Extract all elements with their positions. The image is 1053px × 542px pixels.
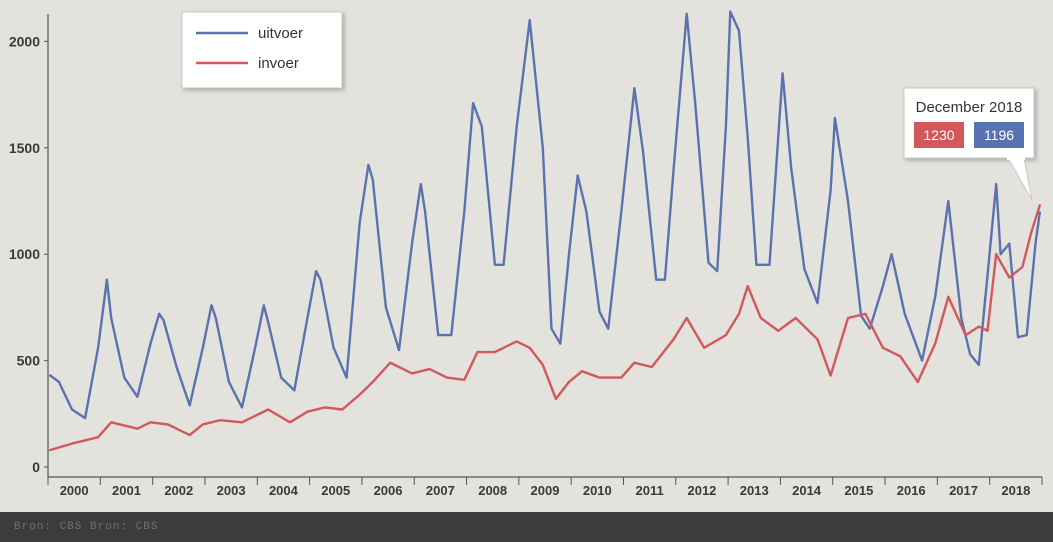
tooltip-pointer-mask bbox=[1007, 156, 1025, 160]
x-tick-label: 2013 bbox=[740, 483, 769, 498]
x-tick-label: 2002 bbox=[164, 483, 193, 498]
legend-label-invoer: invoer bbox=[258, 55, 299, 72]
x-tick-label: 2004 bbox=[269, 483, 299, 498]
x-tick-label: 2009 bbox=[531, 483, 560, 498]
x-tick-label: 2018 bbox=[1001, 483, 1030, 498]
x-tick-label: 2012 bbox=[687, 483, 716, 498]
x-tick-label: 2005 bbox=[321, 483, 350, 498]
x-tick-label: 2011 bbox=[636, 483, 664, 498]
x-tick-label: 2015 bbox=[844, 483, 873, 498]
footer-source: Bron: CBS Bron: CBS bbox=[14, 521, 158, 533]
y-tick-label: 1000 bbox=[9, 246, 40, 262]
footer-bar: Bron: CBS Bron: CBS bbox=[0, 512, 1053, 542]
tooltip-title: December 2018 bbox=[916, 99, 1023, 116]
legend-box bbox=[182, 12, 342, 88]
tooltip-invoer-value: 1230 bbox=[923, 127, 954, 143]
x-tick-label: 2007 bbox=[426, 483, 455, 498]
x-tick-label: 2006 bbox=[374, 483, 403, 498]
legend bbox=[182, 12, 342, 88]
chart-background bbox=[0, 0, 1053, 512]
legend-label-uitvoer: uitvoer bbox=[258, 25, 303, 42]
x-tick-label: 2016 bbox=[897, 483, 926, 498]
y-tick-label: 0 bbox=[32, 459, 40, 475]
x-tick-label: 2014 bbox=[792, 483, 822, 498]
x-tick-label: 2000 bbox=[60, 483, 89, 498]
y-tick-label: 2000 bbox=[9, 33, 40, 49]
x-tick-label: 2001 bbox=[112, 483, 141, 498]
y-tick-label: 500 bbox=[17, 353, 41, 369]
x-tick-label: 2008 bbox=[478, 483, 507, 498]
x-tick-label: 2003 bbox=[217, 483, 246, 498]
x-tick-label: 2017 bbox=[949, 483, 978, 498]
y-tick-label: 1500 bbox=[9, 140, 40, 156]
tooltip-uitvoer-value: 1196 bbox=[984, 127, 1014, 143]
x-tick-label: 2010 bbox=[583, 483, 612, 498]
